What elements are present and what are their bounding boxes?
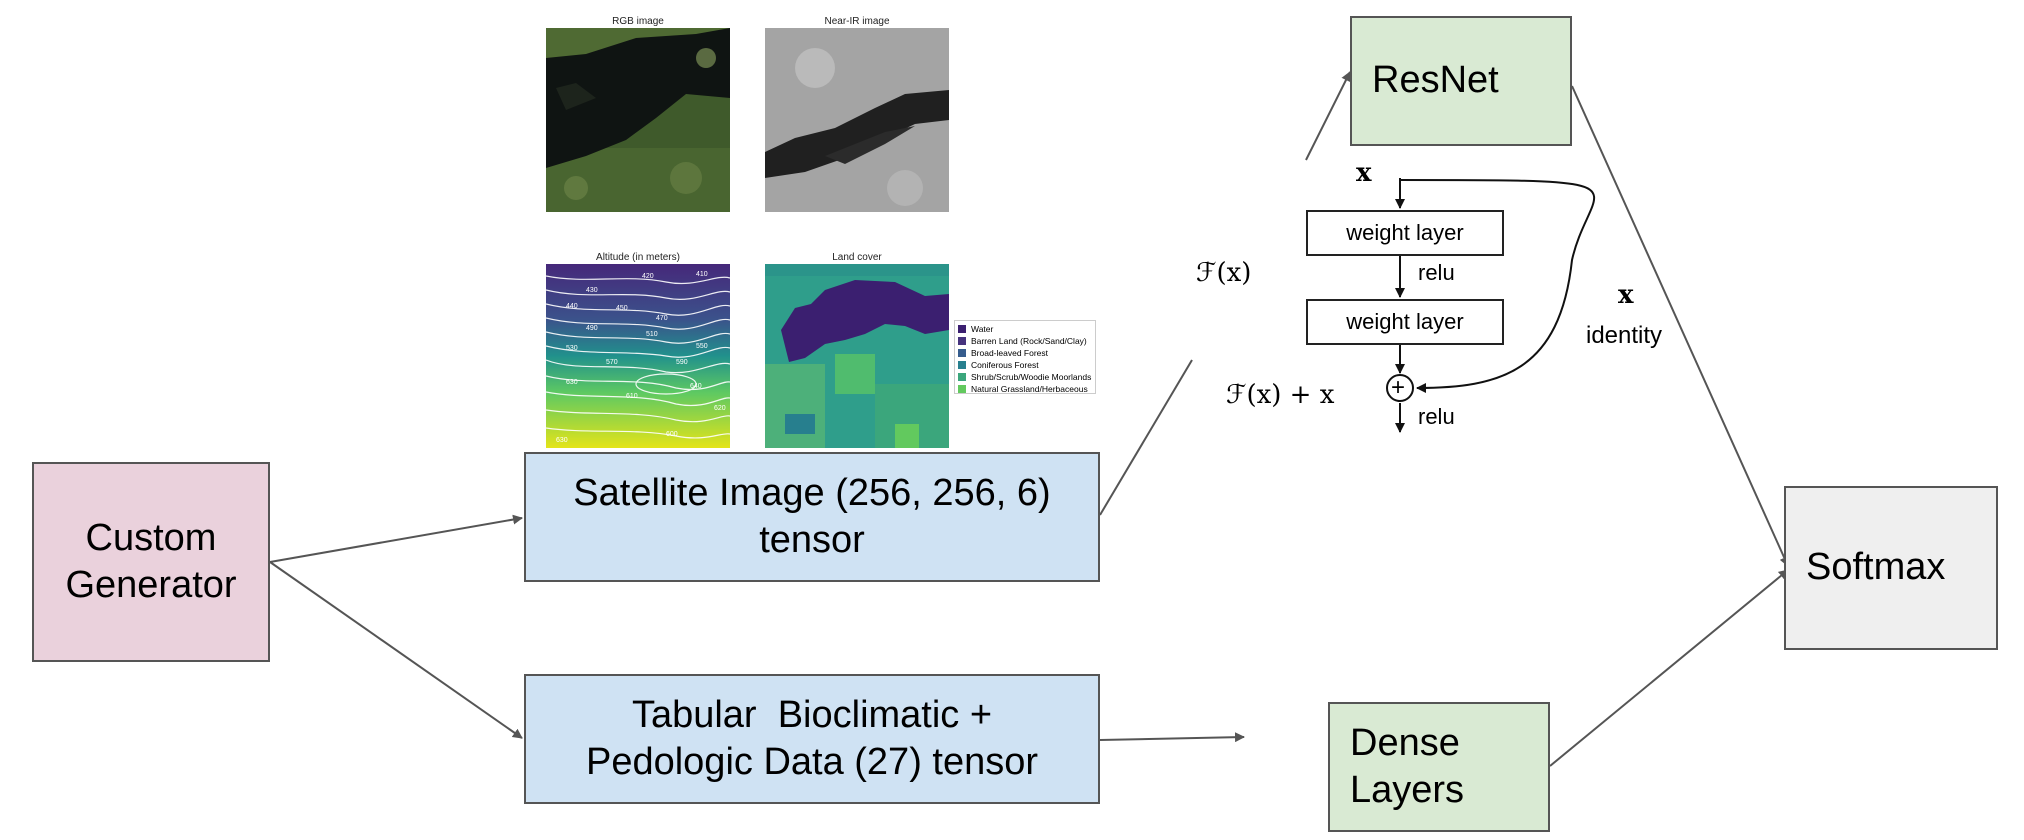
altitude-contour-label-8: 510	[646, 331, 658, 338]
custom-generator-node: Custom Generator	[32, 462, 270, 662]
satellite-tensor-node: Satellite Image (256, 256, 6) tensor	[524, 452, 1100, 582]
legend-item: Natural Grassland/Herbaceous	[958, 383, 1092, 395]
altitude-contour-label-7: 490	[586, 325, 598, 332]
res-relu-1-label: relu	[1418, 260, 1455, 285]
softmax-node: Softmax	[1784, 486, 1998, 650]
legend-item: Shrub/Scrub/Woodie Moorlands	[958, 371, 1092, 383]
custom-generator-label-line2: Generator	[65, 564, 237, 606]
altitude-contour-label-1: 420	[642, 273, 654, 280]
legend-swatch	[958, 373, 966, 381]
near-ir-image-thumbnail	[765, 28, 949, 212]
altitude-contour-label-14: 610	[626, 393, 638, 400]
rgb-image-title: RGB image	[612, 16, 664, 27]
near-ir-image-title: Near-IR image	[824, 16, 890, 27]
custom-generator-label-line1: Custom	[85, 516, 217, 559]
arrow-resnet-to-softmax	[1571, 85, 1789, 567]
altitude-title: Altitude (in meters)	[596, 252, 680, 263]
tabular-tensor-label-line2: Pedologic Data (27) tensor	[585, 741, 1039, 783]
legend-label: Water	[971, 324, 994, 334]
altitude-contour-label-3: 410	[696, 271, 708, 278]
satellite-tensor-label-line1: Satellite Image (256, 256, 6)	[573, 471, 1051, 514]
res-shortcut-symbol: x	[1618, 280, 1634, 310]
res-shortcut-path	[1399, 179, 1596, 393]
res-plus-circle	[1386, 374, 1414, 402]
altitude-thumbnail: 420 430 410 440 450 470 490 510 530 550 …	[546, 264, 730, 448]
dense-layers-node: Dense Layers	[1328, 702, 1550, 832]
legend-swatch	[958, 325, 966, 333]
res-fx-label: ℱ(x)	[1196, 258, 1252, 288]
arrow-dense-to-softmax	[1549, 569, 1789, 767]
resnet-node: ResNet	[1350, 16, 1572, 146]
res-input-label: x	[1356, 158, 1372, 188]
altitude-contour-label-5: 450	[616, 305, 628, 312]
legend-swatch	[958, 349, 966, 357]
arrow-satellite-to-resblock	[1099, 359, 1193, 516]
altitude-contour-label-16: 620	[714, 405, 726, 412]
legend-item: Coniferous Forest	[958, 359, 1092, 371]
altitude-contour-label-13: 630	[566, 379, 578, 386]
altitude-contour-label-15: 640	[690, 383, 702, 390]
land-cover-title: Land cover	[832, 252, 882, 263]
dense-layers-label-line2: Layers	[1350, 769, 1465, 811]
arrow-tabular-to-dense	[1099, 732, 1245, 743]
res-fx-plus-x-label: ℱ(x) + x	[1226, 380, 1335, 410]
legend-swatch	[958, 361, 966, 369]
softmax-label: Softmax	[1806, 546, 1946, 589]
land-cover-legend: Water Barren Land (Rock/Sand/Clay) Broad…	[954, 320, 1096, 394]
altitude-contour-label-6: 470	[656, 315, 668, 322]
rgb-image-thumbnail	[546, 28, 730, 212]
altitude-contour-label-9: 530	[566, 345, 578, 352]
dense-layers-label-line1: Dense	[1350, 721, 1460, 764]
legend-swatch	[958, 385, 966, 393]
legend-label: Barren Land (Rock/Sand/Clay)	[971, 336, 1087, 346]
res-weight-layer-2: weight layer	[1306, 299, 1504, 345]
legend-item: Water	[958, 323, 1092, 335]
res-relu-2-label: relu	[1418, 404, 1455, 429]
legend-item: Barren Land (Rock/Sand/Clay)	[958, 335, 1092, 347]
altitude-contour-label-10: 550	[696, 343, 708, 350]
res-weight-layer-1: weight layer	[1306, 210, 1504, 256]
altitude-contour-label-2: 430	[586, 287, 598, 294]
tabular-tensor-label-line1: Tabular Bioclimatic +	[631, 693, 993, 736]
land-cover-thumbnail	[765, 264, 949, 448]
altitude-contour-label-11: 570	[606, 359, 618, 366]
legend-label: Natural Grassland/Herbaceous	[971, 384, 1088, 394]
tabular-tensor-node: Tabular Bioclimatic + Pedologic Data (27…	[524, 674, 1100, 804]
legend-item: Broad-leaved Forest	[958, 347, 1092, 359]
resnet-label: ResNet	[1372, 59, 1499, 102]
arrow-generator-to-satellite	[269, 514, 523, 563]
res-plus-symbol: +	[1391, 374, 1406, 401]
satellite-tensor-label-line2: tensor	[759, 519, 865, 561]
arrow-resblock-to-resnet	[1305, 71, 1351, 161]
arrow-generator-to-tabular	[269, 561, 523, 739]
legend-label: Broad-leaved Forest	[971, 348, 1049, 358]
res-shortcut-label: identity	[1586, 322, 1663, 349]
altitude-contour-label-4: 440	[566, 303, 578, 310]
legend-label: Shrub/Scrub/Woodie Moorlands	[971, 372, 1092, 382]
altitude-contour-label-12: 590	[676, 359, 688, 366]
altitude-contour-label-18: 630	[556, 437, 568, 444]
altitude-contour-label-17: 600	[666, 431, 678, 438]
legend-swatch	[958, 337, 966, 345]
legend-label: Coniferous Forest	[971, 360, 1039, 370]
